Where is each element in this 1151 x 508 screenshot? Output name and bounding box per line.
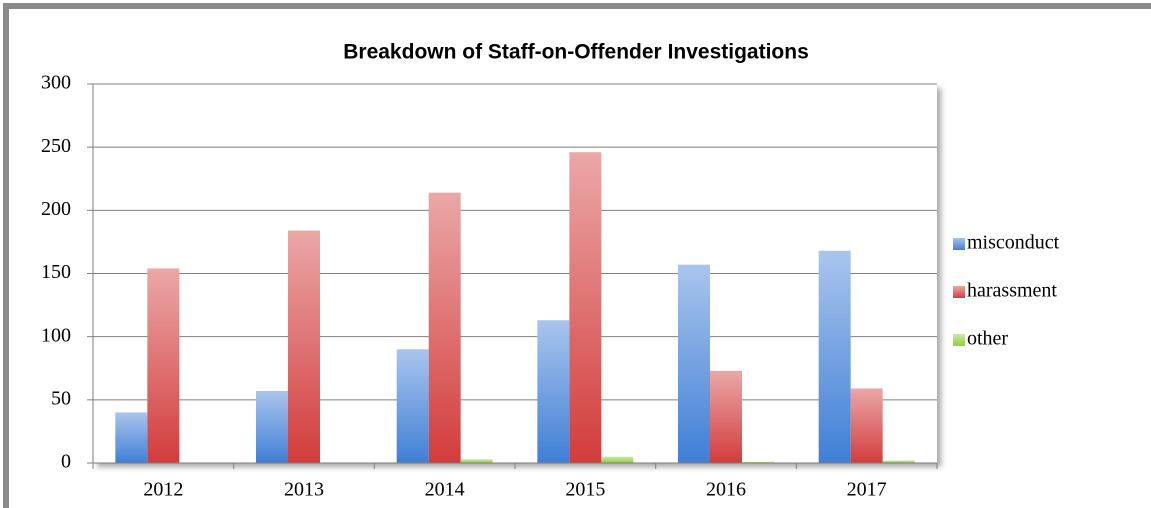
bar — [147, 268, 180, 463]
bar — [396, 349, 429, 463]
bar — [428, 192, 461, 463]
legend-label: other — [967, 328, 1008, 350]
legend-swatch — [953, 286, 965, 298]
y-tick-label: 200 — [41, 198, 71, 220]
bar — [288, 230, 320, 463]
y-tick-label: 50 — [51, 387, 71, 409]
legend-label: misconduct — [967, 232, 1060, 254]
y-tick-label: 100 — [41, 324, 71, 346]
x-tick-label: 2012 — [143, 479, 183, 501]
bar — [115, 412, 148, 463]
bar — [569, 152, 602, 463]
y-tick-label: 0 — [61, 451, 71, 473]
chart-title: Breakdown of Staff-on-Offender Investiga… — [343, 41, 809, 64]
x-tick-label: 2014 — [425, 479, 465, 501]
y-tick-label: 300 — [41, 72, 71, 94]
bar — [537, 320, 570, 463]
x-tick-label: 2015 — [565, 479, 605, 501]
legend-swatch — [953, 334, 965, 346]
bar — [460, 459, 493, 463]
legend-swatch — [953, 238, 965, 250]
x-tick-label: 2013 — [284, 479, 324, 501]
bar — [742, 461, 774, 463]
bar — [882, 460, 915, 463]
bar — [601, 456, 634, 463]
x-tick-label: 2017 — [847, 479, 887, 501]
bar — [850, 388, 883, 463]
x-tick-label: 2016 — [706, 479, 746, 501]
bar — [818, 250, 851, 463]
y-tick-label: 150 — [41, 261, 71, 283]
bar — [256, 390, 288, 463]
bar — [678, 264, 710, 463]
legend-label: harassment — [967, 280, 1057, 302]
y-tick-label: 250 — [41, 135, 71, 157]
bar — [710, 370, 742, 463]
